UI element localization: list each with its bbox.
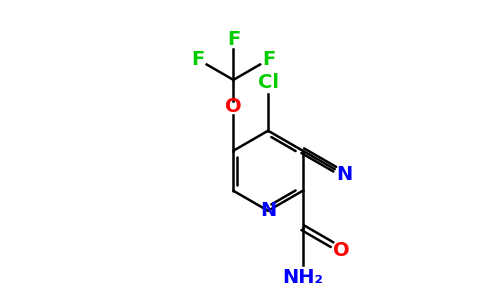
Text: O: O [225, 97, 242, 116]
Text: O: O [333, 241, 350, 260]
Text: F: F [262, 50, 275, 69]
Text: NH₂: NH₂ [282, 268, 323, 286]
Text: F: F [192, 50, 205, 69]
Text: F: F [227, 30, 240, 49]
Text: Cl: Cl [257, 74, 279, 92]
Text: N: N [260, 201, 276, 220]
Text: N: N [336, 165, 352, 184]
